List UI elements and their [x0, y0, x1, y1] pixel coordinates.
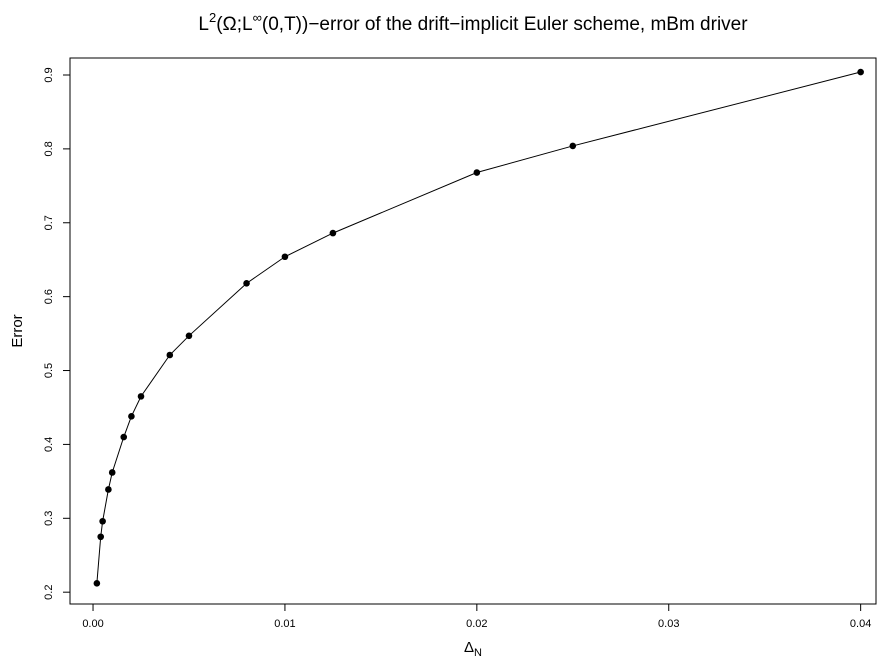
data-point: [120, 433, 128, 441]
title-part: ∞: [253, 10, 262, 25]
data-point: [569, 142, 577, 150]
x-tick-label: 0.01: [274, 618, 295, 630]
title-part: L: [198, 14, 209, 35]
title-part: (0,T))−error of the drift−implicit Euler…: [262, 14, 748, 35]
y-tick-label: 0.3: [43, 511, 55, 526]
data-point: [473, 169, 481, 176]
data-point: [281, 253, 289, 261]
y-tick-label: 0.6: [43, 289, 55, 304]
y-tick-label: 0.4: [43, 437, 55, 452]
plot-frame: [69, 57, 877, 605]
y-tick-label: 0.5: [43, 363, 55, 378]
x-tick-label: 0.02: [466, 618, 487, 630]
data-point: [99, 517, 106, 525]
x-label-part: Δ: [464, 639, 474, 656]
data-point: [857, 68, 864, 76]
data-point: [97, 533, 105, 541]
data-point: [108, 469, 116, 476]
data-point: [243, 280, 250, 287]
x-tick-label: 0.03: [658, 618, 679, 630]
data-point: [128, 413, 135, 420]
data-point: [93, 580, 101, 587]
chart-title: L2(Ω;L∞(0,T))−error of the drift−implici…: [198, 10, 748, 35]
title-part: 2: [209, 10, 216, 25]
x-label-part: N: [474, 647, 482, 659]
x-tick-label: 0.04: [850, 618, 871, 630]
data-point: [137, 393, 145, 400]
y-tick-label: 0.8: [43, 141, 55, 156]
y-tick-label: 0.2: [43, 585, 55, 600]
data-point: [329, 229, 337, 237]
x-axis-label: ΔN: [464, 639, 482, 659]
y-axis-label: Error: [9, 314, 26, 347]
data-point: [105, 486, 112, 493]
x-tick-label: 0.00: [82, 618, 103, 630]
title-part: (Ω;L: [216, 14, 252, 35]
y-tick-label: 0.7: [43, 215, 55, 230]
y-tick-label: 0.9: [43, 67, 55, 82]
data-point: [166, 351, 174, 359]
series-line: [96, 71, 861, 584]
data-point: [185, 332, 193, 340]
